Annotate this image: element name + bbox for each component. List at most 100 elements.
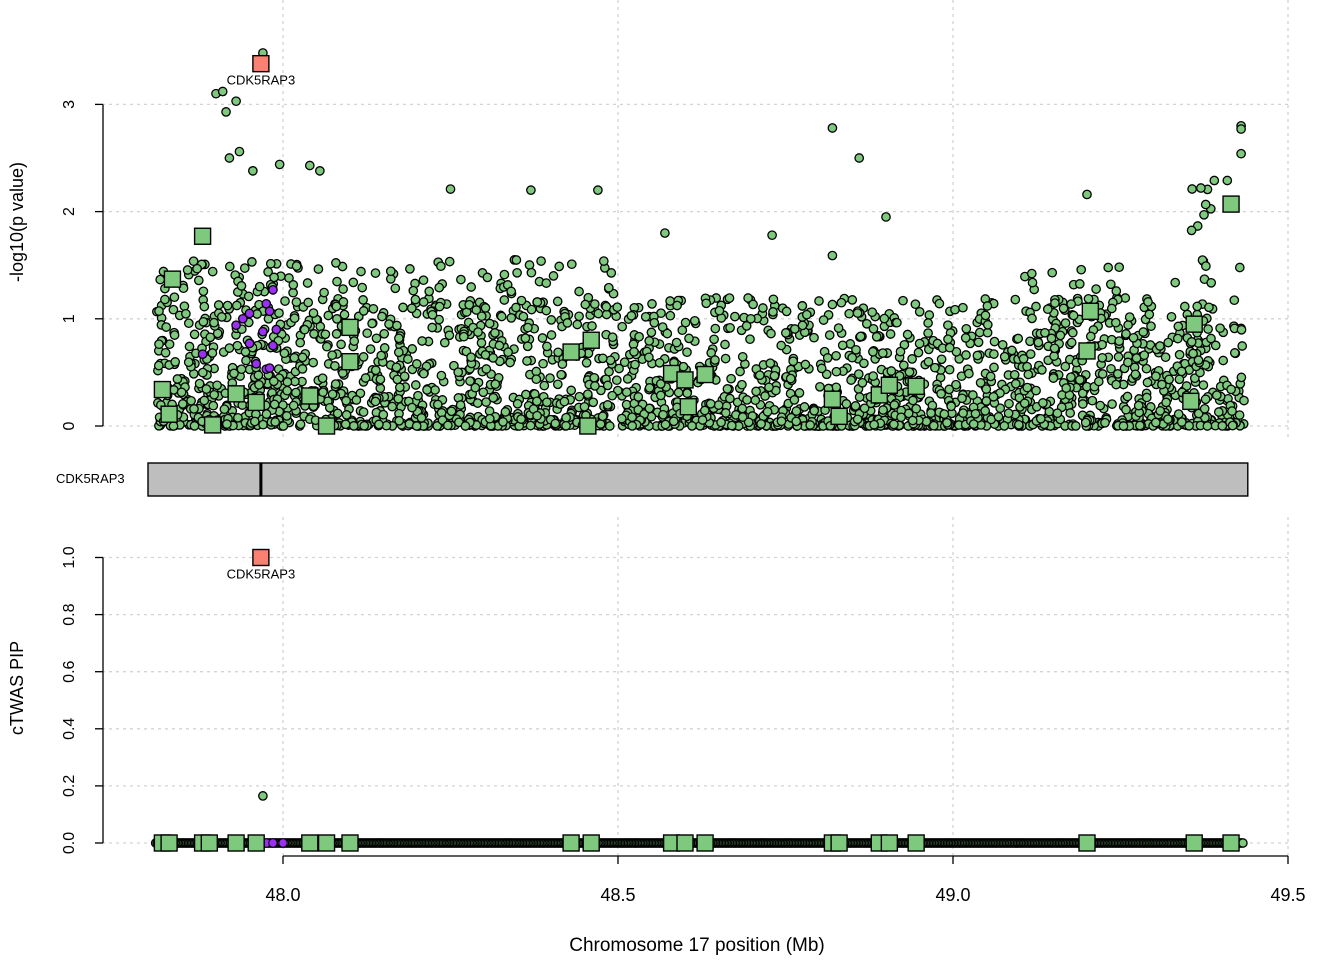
snp-point bbox=[1026, 268, 1037, 279]
snp-point bbox=[542, 341, 552, 352]
snp-point bbox=[960, 333, 971, 343]
snp-point bbox=[1155, 341, 1165, 351]
snp-point bbox=[1031, 385, 1041, 396]
snp-point bbox=[332, 314, 342, 324]
snp-point bbox=[288, 400, 299, 411]
snp-point bbox=[617, 321, 628, 332]
snp-point bbox=[297, 364, 308, 374]
snp-point bbox=[434, 301, 445, 312]
snp-point bbox=[269, 399, 280, 410]
snp-point bbox=[341, 410, 352, 420]
bottom-panel-y-label: cTWAS PIP bbox=[7, 641, 27, 735]
snp-point bbox=[814, 296, 824, 306]
snp-point bbox=[934, 298, 945, 309]
snp-point bbox=[1215, 323, 1225, 334]
snp-point bbox=[750, 395, 761, 406]
snp-point bbox=[318, 387, 328, 398]
focus-gene-label: CDK5RAP3 bbox=[227, 73, 296, 88]
snp-point bbox=[1133, 400, 1144, 411]
snp-point bbox=[713, 400, 724, 410]
snp-point bbox=[232, 340, 243, 351]
snp-point bbox=[593, 185, 603, 196]
snp-point bbox=[764, 382, 774, 393]
snp-point bbox=[1106, 363, 1116, 374]
snp-point bbox=[660, 419, 671, 430]
snp-point bbox=[177, 399, 188, 409]
snp-point bbox=[1118, 421, 1129, 431]
snp-point bbox=[1143, 297, 1153, 307]
snp-point bbox=[239, 263, 250, 273]
snp-point bbox=[601, 301, 612, 312]
snp-point bbox=[422, 385, 432, 395]
snp-point bbox=[871, 331, 882, 342]
top-panel-y-axis: 0 1 2 3 bbox=[61, 100, 104, 430]
snp-point bbox=[785, 373, 796, 384]
snp-point bbox=[1068, 310, 1079, 321]
gene-track-label: CDK5RAP3 bbox=[56, 471, 125, 486]
snp-point bbox=[520, 333, 531, 344]
snp-point bbox=[868, 346, 878, 357]
snp-point bbox=[188, 256, 199, 267]
snp-point bbox=[416, 413, 427, 423]
snp-point bbox=[536, 256, 546, 266]
snp-point bbox=[1114, 262, 1125, 273]
snp-point bbox=[621, 387, 632, 398]
snp-point bbox=[418, 297, 429, 307]
snp-point bbox=[1206, 333, 1216, 344]
snp-point bbox=[668, 416, 679, 427]
snp-point bbox=[859, 358, 869, 369]
snp-point bbox=[911, 403, 922, 414]
snp-point bbox=[482, 272, 493, 283]
snp-point bbox=[788, 356, 799, 367]
snp-point bbox=[999, 351, 1010, 362]
snp-point bbox=[975, 377, 986, 388]
snp-point bbox=[831, 366, 842, 377]
snp-point bbox=[1179, 301, 1190, 312]
gene-point bbox=[823, 390, 842, 408]
snp-point bbox=[818, 315, 829, 325]
gene-track bbox=[147, 462, 1249, 497]
snp-point bbox=[1052, 408, 1063, 419]
snp-point bbox=[1085, 331, 1096, 342]
snp-point bbox=[1200, 199, 1211, 210]
snp-point bbox=[209, 389, 220, 400]
snp-point bbox=[630, 359, 640, 370]
snp-point bbox=[689, 315, 700, 326]
snp-point bbox=[720, 353, 731, 364]
snp-point bbox=[942, 417, 952, 428]
snp-point bbox=[370, 268, 381, 278]
snp-point bbox=[327, 350, 338, 361]
snp-point bbox=[767, 230, 777, 241]
snp-point bbox=[936, 354, 947, 365]
top-panel-points: CDK5RAP3 bbox=[152, 48, 1249, 435]
snp-point bbox=[503, 347, 513, 358]
focus-gene-pip-label: CDK5RAP3 bbox=[227, 567, 296, 582]
snp-point bbox=[236, 364, 247, 375]
snp-point bbox=[1066, 299, 1077, 309]
snp-point bbox=[324, 402, 335, 413]
high-ld-snp-point bbox=[231, 320, 241, 331]
snp-point bbox=[274, 308, 284, 318]
snp-point bbox=[358, 295, 368, 305]
snp-point bbox=[846, 375, 856, 385]
snp-point bbox=[827, 250, 838, 261]
gene-point bbox=[203, 416, 222, 434]
snp-point bbox=[348, 277, 359, 288]
snp-point bbox=[424, 286, 435, 297]
snp-point bbox=[320, 329, 331, 340]
snp-point bbox=[411, 421, 422, 431]
snp-point bbox=[1019, 398, 1030, 409]
gene-pip-point bbox=[880, 834, 899, 852]
snp-point bbox=[295, 419, 306, 430]
snp-point bbox=[741, 321, 752, 331]
snp-point bbox=[805, 420, 816, 430]
snp-point bbox=[289, 313, 300, 324]
gene-point bbox=[160, 405, 178, 423]
bottom-y-tick-label: 0.0 bbox=[61, 832, 78, 854]
snp-point bbox=[614, 363, 624, 374]
snp-point bbox=[927, 400, 938, 411]
high-ld-snp-point bbox=[258, 326, 268, 337]
snp-point bbox=[657, 322, 668, 332]
snp-point bbox=[436, 261, 446, 272]
snp-point bbox=[189, 421, 200, 431]
